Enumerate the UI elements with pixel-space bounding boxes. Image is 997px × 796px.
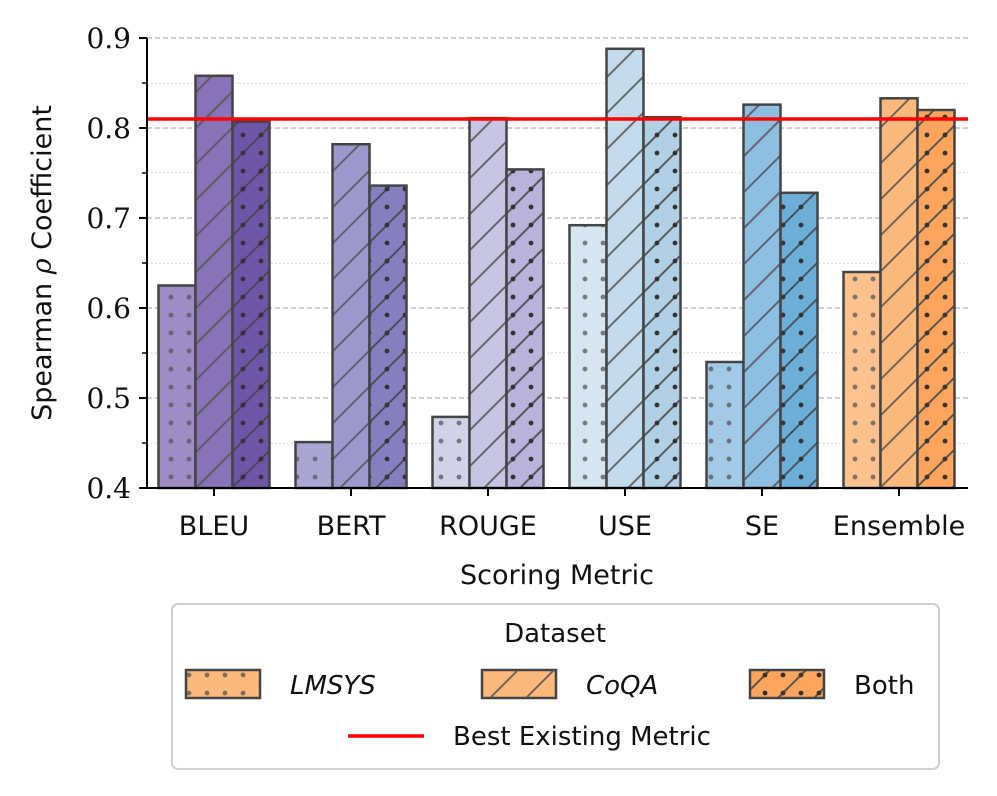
grid-lines — [147, 37, 968, 444]
bar-hatch-bleu-coqa — [195, 75, 233, 489]
legend: Dataset LMSYS CoQA Both Best Existing Me… — [171, 603, 940, 770]
x-tick-label: BLEU — [179, 511, 249, 542]
bar-hatch-se-lmsys — [706, 362, 744, 488]
bar-hatch-bert-lmsys — [295, 442, 333, 488]
bar-hatch-bert-both — [369, 185, 407, 488]
bar-hatch-bleu-lmsys — [158, 285, 196, 488]
y-tick-label: 0.9 — [86, 22, 131, 55]
y-axis-label-part-1: Spearman — [27, 274, 58, 421]
y-axis-label-rho: ρ — [27, 258, 58, 275]
legend-swatch-lmsys-hatch — [186, 670, 260, 698]
x-tick-label: ROUGE — [439, 511, 537, 542]
bar-hatch-rouge-both — [506, 169, 544, 488]
x-tick-label: Ensemble — [833, 511, 965, 542]
bar-hatch-ensemble-lmsys — [843, 272, 881, 488]
y-axis-label-part-2: Coefficient — [27, 105, 58, 258]
x-axis-label: Scoring Metric — [460, 560, 654, 591]
bar-hatch-bert-coqa — [332, 144, 370, 488]
y-tick-label: 0.6 — [86, 292, 131, 325]
x-tick-label: SE — [745, 511, 779, 542]
y-tick-label: 0.5 — [86, 382, 131, 415]
x-ticks: BLEU BERT ROUGE USE SE Ensemble — [179, 488, 965, 542]
y-axis-label: Spearman ρ Coefficient — [27, 105, 58, 421]
y-tick-label: 0.7 — [86, 202, 131, 235]
bar-hatch-rouge-lmsys — [432, 416, 470, 488]
bar-hatch-bleu-both — [232, 121, 270, 488]
bar-hatch-ensemble-coqa — [880, 98, 918, 489]
x-tick-label: BERT — [317, 511, 386, 542]
bar-hatch-se-both — [780, 192, 818, 489]
legend-label-both: Both — [854, 671, 914, 701]
legend-label-coqa: CoQA — [586, 671, 658, 701]
y-ticks: 0.4 0.5 0.6 0.7 0.8 0.9 — [86, 22, 147, 505]
bar-hatch-use-coqa — [606, 48, 644, 489]
bar-hatch-se-coqa — [743, 104, 781, 488]
legend-label-lmsys: LMSYS — [290, 671, 376, 701]
legend-swatch-both-hatch — [750, 670, 824, 698]
x-tick-label: USE — [598, 511, 652, 542]
bar-hatch-rouge-coqa — [469, 118, 507, 488]
bar-hatch-ensemble-both — [917, 110, 955, 488]
y-tick-label: 0.8 — [86, 112, 131, 145]
y-tick-label: 0.4 — [86, 472, 131, 505]
legend-label-best-existing-metric: Best Existing Metric — [453, 722, 711, 752]
bar-hatch-use-lmsys — [569, 225, 607, 488]
bar-hatch-use-both — [643, 117, 681, 488]
legend-title: Dataset — [504, 619, 606, 649]
legend-swatch-coqa-hatch — [482, 670, 556, 698]
bars — [157, 47, 956, 490]
